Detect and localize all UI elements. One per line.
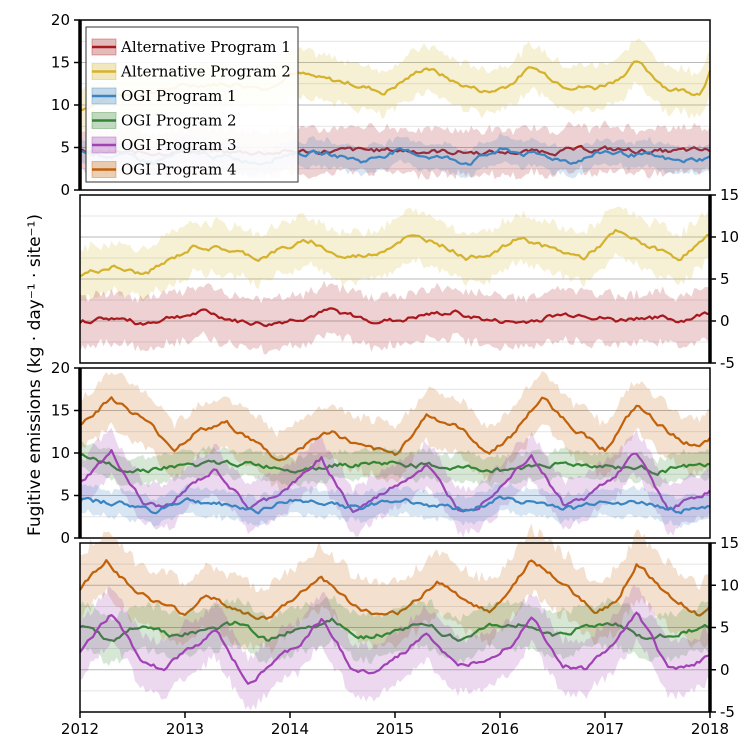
series-line <box>79 396 711 462</box>
y-tick-label: 5 <box>60 139 70 157</box>
y-tick-label: 20 <box>51 11 70 29</box>
y-tick-label: 0 <box>60 181 70 199</box>
y-tick-label: 20 <box>51 359 70 377</box>
y-tick-label: 15 <box>51 402 70 420</box>
series-line <box>79 449 711 514</box>
y-tick-label: 10 <box>51 444 70 462</box>
x-tick-label: 2012 <box>61 720 99 738</box>
legend-box <box>85 26 299 183</box>
series-line <box>79 617 711 642</box>
y-axis-title: Fugitive emissions (kg · day⁻¹ · site⁻¹) <box>25 214 45 536</box>
x-tick-label: 2014 <box>271 720 309 738</box>
x-tick-label: 2016 <box>481 720 519 738</box>
series-band <box>80 280 710 355</box>
series-band <box>80 440 710 489</box>
series-line <box>79 559 711 620</box>
panel-3: 0 5 10 15 20 <box>51 359 711 547</box>
legend: Alternative Program 1 Alternative Program… <box>85 26 299 183</box>
y-tick-label: 10 <box>51 96 70 114</box>
legend-label: OGI Program 1 <box>121 87 237 105</box>
series-band <box>80 482 710 529</box>
series-line <box>79 228 711 278</box>
y-tick-label: 0 <box>60 529 70 547</box>
series-band <box>80 584 710 711</box>
series-band <box>80 371 710 492</box>
legend-label: OGI Program 3 <box>121 136 237 154</box>
legend-label: Alternative Program 1 <box>120 38 291 56</box>
y-tick-label: 0 <box>720 312 730 330</box>
panel-2: -5 0 5 10 15 <box>79 186 739 372</box>
series-line <box>79 453 711 476</box>
y-tick-label: 0 <box>720 661 730 679</box>
y-tick-label: 5 <box>60 487 70 505</box>
legend-label: OGI Program 2 <box>121 112 237 130</box>
y-tick-label: 10 <box>720 576 739 594</box>
panel-4: -5 0 5 10 15 2012 2013 2014 2015 2016 2017 2018 <box>61 523 739 738</box>
series-band <box>80 523 710 654</box>
series-band <box>80 427 710 538</box>
y-tick-label: 10 <box>720 228 739 246</box>
x-tick-label: 2013 <box>166 720 204 738</box>
y-tick-label: 15 <box>720 534 739 552</box>
x-tick-label: 2018 <box>691 720 729 738</box>
legend-label: OGI Program 4 <box>121 161 237 179</box>
legend-label: Alternative Program 2 <box>120 63 291 81</box>
x-tick-label: 2015 <box>376 720 414 738</box>
x-tick-label: 2017 <box>586 720 624 738</box>
y-tick-label: 15 <box>51 54 70 72</box>
y-tick-label: 5 <box>720 270 730 288</box>
series-band <box>80 206 710 304</box>
y-tick-label: 15 <box>720 186 739 204</box>
series-line <box>79 307 711 328</box>
y-tick-label: 5 <box>720 619 730 637</box>
y-tick-label: -5 <box>720 703 735 721</box>
y-tick-label: -5 <box>720 354 735 372</box>
series-line <box>79 611 711 685</box>
series-line <box>79 495 711 515</box>
